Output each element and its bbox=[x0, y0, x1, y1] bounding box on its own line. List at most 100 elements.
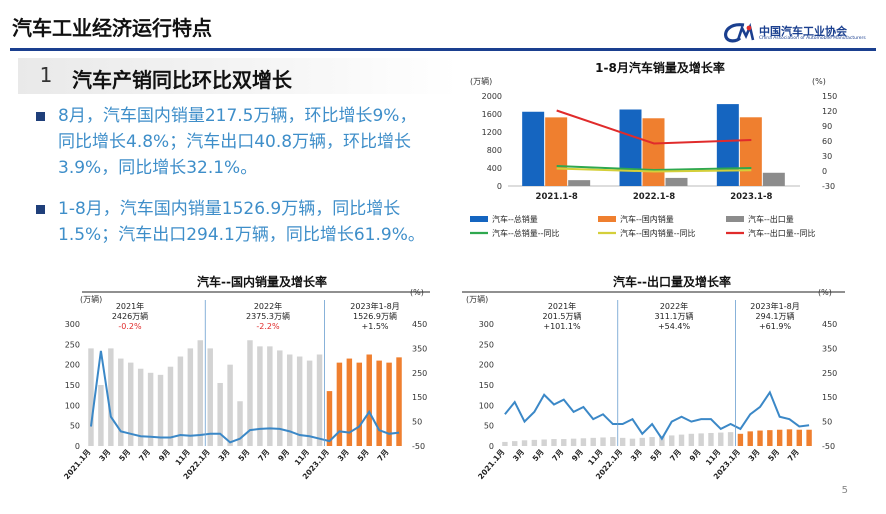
chart3-y2tick-label: 250 bbox=[822, 369, 837, 378]
chart1-ytick-label: 1600 bbox=[482, 110, 502, 119]
chart3-ytick-label: 250 bbox=[479, 340, 494, 349]
chart3-xtick-label: 11月 bbox=[704, 448, 722, 468]
chart2-bar bbox=[157, 374, 164, 446]
chart3-xtick-label: 3月 bbox=[629, 448, 644, 464]
chart3-line-series bbox=[504, 390, 810, 441]
chart2-bar bbox=[356, 362, 363, 446]
bullet-2-line-2: 1.5%；汽车出口294.1万辆，同比增长61.9%。 bbox=[58, 225, 425, 245]
chart2-annotation-value: 2375.3万辆 bbox=[246, 311, 290, 321]
chart2-bar bbox=[247, 340, 253, 446]
chart1-y2tick-label: 0 bbox=[822, 167, 827, 176]
chart3-bar bbox=[600, 437, 606, 446]
chart3-bar bbox=[659, 435, 665, 446]
chart2-ytick-label: 0 bbox=[75, 442, 80, 451]
chart1-bar bbox=[642, 118, 665, 186]
chart3-bar bbox=[561, 439, 567, 446]
chart3-bar bbox=[521, 440, 528, 446]
chart2-bar bbox=[127, 362, 134, 446]
chart3-bar bbox=[708, 432, 714, 446]
chart1-y2tick-label: -30 bbox=[822, 182, 835, 191]
bullet-square-icon bbox=[36, 112, 45, 121]
chart2-xtick-label: 2021.1月 bbox=[62, 448, 92, 482]
chart2-left-unit: (万辆) bbox=[80, 294, 102, 304]
chart2-xtick-label: 9月 bbox=[276, 448, 291, 464]
chart2-bar bbox=[187, 348, 194, 446]
chart3-ytick-label: 150 bbox=[479, 381, 494, 390]
chart3-bar bbox=[551, 439, 557, 446]
chart3-xtick-label: 3月 bbox=[746, 448, 761, 464]
chart2-annotation-value: 1526.9万辆 bbox=[353, 311, 397, 321]
chart2-ytick-label: 300 bbox=[65, 320, 80, 329]
chart2-bar bbox=[346, 358, 353, 446]
chart2-bar bbox=[207, 348, 213, 446]
chart2-ytick-label: 200 bbox=[65, 361, 80, 370]
chart1-y2tick-label: 30 bbox=[822, 152, 832, 161]
chart3-annotation-value: 311.1万辆 bbox=[655, 311, 694, 321]
chart2-bar bbox=[376, 360, 382, 446]
chart2-annotation-year: 2021年 bbox=[116, 301, 144, 311]
logo-text-cn: 中国汽车工业协会 bbox=[759, 25, 847, 38]
chart1-y2tick-label: 60 bbox=[822, 137, 832, 146]
chart2-xtick-label: 3月 bbox=[217, 448, 232, 464]
chart2-bar bbox=[257, 346, 263, 446]
chart3-xtick-label: 5月 bbox=[531, 448, 546, 464]
chart3-annotation-growth: +61.9% bbox=[759, 322, 792, 331]
chart1-ytick-label: 400 bbox=[487, 164, 502, 173]
chart1-legend-label: 汽车--国内销量 bbox=[620, 214, 674, 224]
chart3-bar bbox=[580, 438, 587, 446]
chart3-xtick-label: 2021.1月 bbox=[476, 448, 506, 482]
chart3-ytick-label: 300 bbox=[479, 320, 494, 329]
bullet-1: 8月，汽车国内销量217.5万辆，环比增长9%， 同比增长4.8%；汽车出口40… bbox=[36, 103, 478, 181]
chart1-line-series bbox=[556, 109, 752, 145]
chart3-xtick-label: 9月 bbox=[688, 448, 703, 464]
chart2-bar bbox=[217, 382, 223, 446]
chart2-ytick-label: 50 bbox=[70, 422, 80, 431]
chart1-ytick-label: 0 bbox=[497, 182, 502, 191]
chart2-xtick-label: 5月 bbox=[117, 448, 132, 464]
chart1-y2tick-label: 150 bbox=[822, 92, 837, 101]
chart1-category-label: 2021.1-8 bbox=[536, 192, 578, 202]
chart1-legend-label: 汽车--出口量 bbox=[748, 214, 794, 224]
page-title: 汽车工业经济运行特点 bbox=[12, 16, 212, 40]
chart2-annotation-growth: +1.5% bbox=[361, 322, 388, 331]
chart1-y2tick-label: 120 bbox=[822, 107, 837, 116]
chart2-bar bbox=[306, 360, 313, 446]
section-number: 1 bbox=[39, 63, 53, 87]
chart1-legend-swatch bbox=[726, 216, 744, 222]
chart1-y2tick-label: 90 bbox=[822, 122, 832, 131]
chart1-legend-swatch bbox=[470, 216, 488, 222]
chart3-bar bbox=[590, 437, 596, 446]
chart3-bar bbox=[698, 433, 704, 446]
chart3-annotation-year: 2022年 bbox=[660, 301, 688, 311]
chart3-bar bbox=[718, 432, 724, 446]
bullet-2: 1-8月，汽车国内销量1526.9万辆，同比增长 1.5%；汽车出口294.1万… bbox=[36, 196, 478, 248]
chart2-bar bbox=[296, 356, 303, 446]
chart1-left-unit: (万辆) bbox=[470, 76, 492, 86]
chart3-bar bbox=[757, 430, 763, 446]
chart1-legend-label: 汽车--出口量--同比 bbox=[748, 228, 816, 238]
chart2-bar bbox=[167, 366, 174, 446]
chart3-bar bbox=[512, 441, 518, 446]
chart3-y2tick-label: 150 bbox=[822, 393, 837, 402]
section-title: 汽车产销同比环比双增长 bbox=[72, 68, 292, 92]
chart3-annotation-year: 2023年1-8月 bbox=[750, 301, 799, 311]
chart2-bar bbox=[316, 354, 323, 446]
chart2-bar bbox=[118, 358, 124, 446]
chart2-xtick-label: 9月 bbox=[157, 448, 172, 464]
chart2-xtick-label: 11月 bbox=[173, 448, 191, 468]
chart2-bar bbox=[237, 401, 243, 446]
chart3-annotation-growth: +54.4% bbox=[658, 322, 691, 331]
chart3-xtick-label: 9月 bbox=[570, 448, 585, 464]
chart2-bar bbox=[277, 350, 283, 446]
chart2-y2tick-label: -50 bbox=[412, 442, 425, 451]
chart1-ytick-label: 800 bbox=[487, 146, 502, 155]
chart2-y2tick-label: 450 bbox=[412, 320, 427, 329]
chart1-bar bbox=[522, 111, 545, 186]
chart3-annotation-value: 201.5万辆 bbox=[543, 311, 582, 321]
chart2-right-unit: (%) bbox=[410, 288, 424, 297]
chart2-line-series bbox=[89, 350, 400, 444]
chart1-title: 1-8月汽车销量及增长率 bbox=[595, 60, 725, 75]
chart2-bar bbox=[286, 354, 293, 446]
chart3-ytick-label: 0 bbox=[489, 442, 494, 451]
